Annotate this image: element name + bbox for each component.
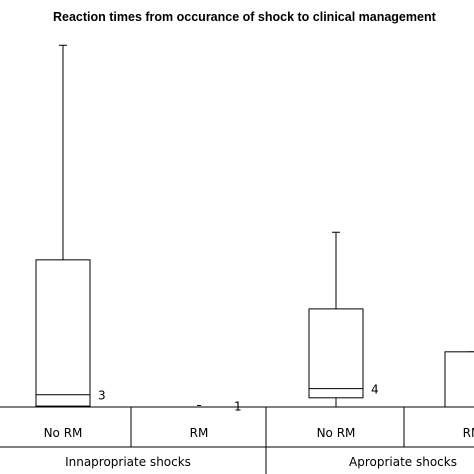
box-1: 3 <box>35 44 106 407</box>
category-tick-label: No RM <box>44 426 83 440</box>
group-label: Apropriate shocks <box>349 455 457 469</box>
category-axis: No RM RM No RM RM Innapropriate shocks Apropr… <box>0 406 474 474</box>
box-3: 4 <box>308 231 379 408</box>
group-label: Innapropriate shocks <box>65 455 191 469</box>
box-count-label: 1 <box>234 399 242 413</box>
category-tick-label: No RM <box>317 426 356 440</box>
iqr-box <box>444 351 474 408</box>
category-tick-label: RM <box>463 426 474 440</box>
chart-title: Reaction times from occurance of shock t… <box>53 10 437 24</box>
plot-area: 3 1 4 <box>35 44 474 413</box>
category-tick-label: RM <box>190 426 209 440</box>
box-count-label: 4 <box>371 383 379 397</box>
iqr-box <box>35 259 91 407</box>
box-2: 1 <box>197 399 242 413</box>
box-4 <box>444 351 474 408</box>
box-count-label: 3 <box>98 389 106 403</box>
iqr-box <box>308 308 364 399</box>
